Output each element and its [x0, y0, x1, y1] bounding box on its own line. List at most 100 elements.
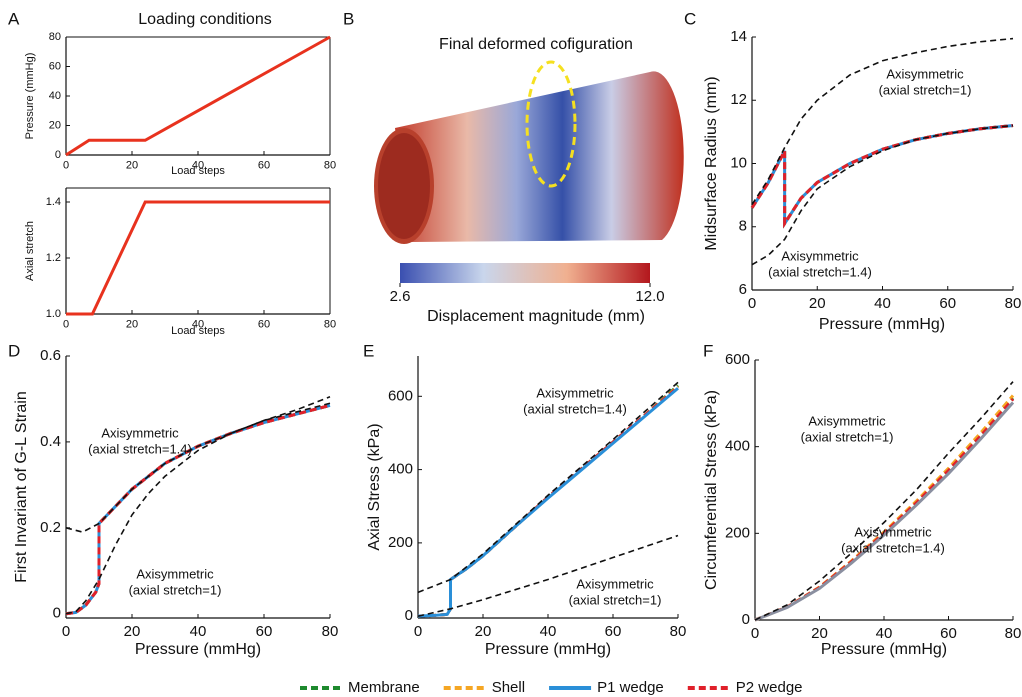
x-tick-label: 60 [258, 319, 270, 331]
x-axis-label: Load steps [171, 325, 225, 337]
y-tick-label: 600 [725, 351, 750, 368]
y-tick-label: 0 [55, 149, 61, 161]
x-tick-label: 20 [809, 295, 826, 312]
x-tick-label: 40 [540, 623, 557, 640]
x-tick-label: 20 [126, 319, 138, 331]
colorbar-tick-label: 12.0 [635, 288, 664, 305]
x-tick-label: 0 [62, 623, 70, 640]
y-tick-label: 400 [388, 461, 413, 478]
x-tick-label: 20 [475, 623, 492, 640]
series-line [752, 39, 1013, 205]
y-tick-label: 80 [49, 31, 61, 43]
x-tick-label: 60 [258, 160, 270, 172]
series-line [752, 126, 1013, 224]
annotation: Axisymmetric [101, 425, 179, 440]
annotation: (axial stretch=1) [129, 582, 222, 597]
annotation: (axial stretch=1.4) [768, 264, 872, 279]
annotation: (axial stretch=1) [879, 82, 972, 97]
y-axis-label: Axial stretch [24, 221, 36, 281]
colorbar-tick-label: 2.6 [390, 288, 411, 305]
y-tick-label: 40 [49, 90, 61, 102]
y-axis-label: Circumferential Stress (kPa) [703, 390, 720, 590]
cylinder [374, 62, 684, 244]
legend-label: Membrane [348, 679, 420, 696]
chart-title: Final deformed cofiguration [439, 36, 633, 53]
y-axis-label: Axial Stress (kPa) [366, 423, 383, 550]
x-tick-label: 60 [940, 625, 957, 642]
x-tick-label: 20 [124, 623, 141, 640]
x-axis-label: Pressure (mmHg) [819, 316, 945, 333]
y-tick-label: 0.2 [40, 519, 61, 536]
x-tick-label: 80 [1005, 295, 1022, 312]
colorbar-label: Displacement magnitude (mm) [427, 308, 645, 325]
annotation: (axial stretch=1.4) [523, 401, 627, 416]
x-axis-label: Pressure (mmHg) [485, 641, 611, 658]
y-tick-label: 6 [739, 281, 747, 298]
x-tick-label: 80 [324, 319, 336, 331]
series-line [752, 126, 1013, 224]
x-tick-label: 40 [190, 623, 207, 640]
y-tick-label: 10 [730, 154, 747, 171]
x-tick-label: 60 [256, 623, 273, 640]
x-axis-label: Pressure (mmHg) [135, 641, 261, 658]
y-tick-label: 1.4 [46, 196, 61, 208]
x-axis-label: Load steps [171, 165, 225, 177]
y-tick-label: 400 [725, 438, 750, 455]
x-tick-label: 60 [605, 623, 622, 640]
x-tick-label: 60 [939, 295, 956, 312]
x-tick-label: 40 [876, 625, 893, 642]
x-tick-label: 0 [748, 295, 756, 312]
figure: ALoading conditions020406080020406080Loa… [0, 0, 1022, 697]
x-tick-label: 0 [63, 160, 69, 172]
panel-letter: F [703, 341, 713, 360]
x-tick-label: 80 [1005, 625, 1022, 642]
annotation: (axial stretch=1.4) [88, 441, 192, 456]
x-axis-label: Pressure (mmHg) [821, 641, 947, 658]
x-tick-label: 40 [874, 295, 891, 312]
x-tick-label: 80 [670, 623, 687, 640]
legend-label: P1 wedge [597, 679, 664, 696]
panel-letter: D [8, 341, 20, 360]
y-tick-label: 600 [388, 387, 413, 404]
y-axis-label: Pressure (mmHg) [24, 53, 36, 140]
series-line [66, 202, 330, 314]
y-tick-label: 8 [739, 218, 747, 235]
y-tick-label: 1.2 [46, 252, 61, 264]
panel-letter: A [8, 9, 20, 28]
annotation: (axial stretch=1) [569, 592, 662, 607]
y-tick-label: 0 [742, 611, 750, 628]
y-tick-label: 0.6 [40, 347, 61, 364]
series-line [752, 126, 1013, 224]
panel-letter: E [363, 341, 374, 360]
x-tick-label: 80 [322, 623, 339, 640]
y-tick-label: 12 [730, 91, 747, 108]
y-tick-label: 20 [49, 119, 61, 131]
x-tick-label: 20 [811, 625, 828, 642]
x-tick-label: 0 [414, 623, 422, 640]
annotation: (axial stretch=1) [801, 429, 894, 444]
y-axis-label: Midsurface Radius (mm) [703, 76, 720, 250]
x-tick-label: 0 [63, 319, 69, 331]
y-tick-label: 200 [725, 524, 750, 541]
annotation: Axisymmetric [576, 576, 654, 591]
x-tick-label: 80 [324, 160, 336, 172]
series-line [752, 126, 1013, 265]
annotation: Axisymmetric [781, 248, 859, 263]
legend-label: P2 wedge [736, 679, 803, 696]
series-line [66, 37, 330, 155]
panel-letter: C [684, 9, 696, 28]
annotation: Axisymmetric [886, 66, 964, 81]
annotation: Axisymmetric [536, 385, 614, 400]
chart-title: Loading conditions [138, 11, 271, 28]
y-tick-label: 0 [53, 605, 61, 622]
x-tick-label: 0 [751, 625, 759, 642]
y-tick-label: 60 [49, 60, 61, 72]
annotation: (axial stretch=1.4) [841, 540, 945, 555]
series-line [752, 126, 1013, 224]
y-tick-label: 1.0 [46, 308, 61, 320]
legend-label: Shell [492, 679, 525, 696]
annotation: Axisymmetric [854, 524, 932, 539]
annotation: Axisymmetric [136, 566, 214, 581]
colorbar [400, 263, 650, 283]
y-tick-label: 0.4 [40, 433, 61, 450]
